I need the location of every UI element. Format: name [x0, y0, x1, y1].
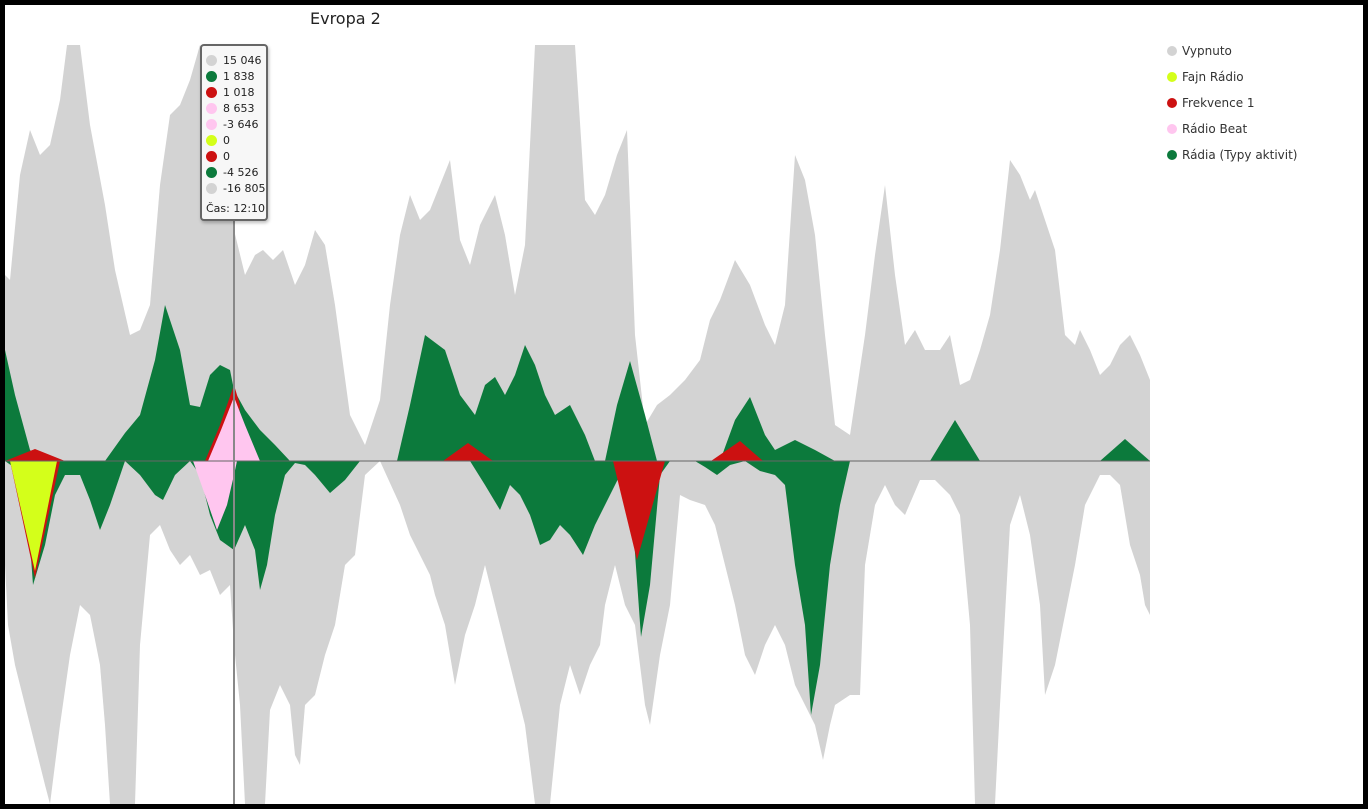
vypnuto-area-lower[interactable]: [5, 461, 1150, 804]
tooltip-value: 1 018: [223, 85, 255, 99]
radia-area-lower[interactable]: [5, 461, 360, 590]
tooltip-row: 1 838: [206, 68, 266, 84]
tooltip-dot: [206, 150, 217, 162]
tooltip-row: -3 646: [206, 116, 266, 132]
tooltip-value: -3 646: [223, 117, 259, 131]
tooltip-row: -16 805: [206, 180, 266, 196]
radia-area-upper[interactable]: [605, 361, 657, 461]
tooltip-value: -16 805: [223, 181, 266, 195]
tooltip-row: 8 653: [206, 100, 266, 116]
legend-item-frekvence-1[interactable]: Frekvence 1: [1167, 90, 1298, 116]
frekvence-1-area[interactable]: [443, 443, 493, 461]
legend-swatch: [1167, 72, 1177, 82]
legend-item-fajn-radio[interactable]: Fajn Rádio: [1167, 64, 1298, 90]
frekvence-1-area[interactable]: [613, 461, 665, 560]
tooltip-value: 15 046: [223, 53, 262, 67]
radia-area-lower[interactable]: [695, 461, 850, 715]
legend-swatch: [1167, 124, 1177, 134]
tooltip-value: -4 526: [223, 165, 259, 179]
legend-item-vypnuto[interactable]: Vypnuto: [1167, 38, 1298, 64]
legend-swatch: [1167, 46, 1177, 56]
tooltip-dot: [206, 118, 217, 130]
legend-label: Rádio Beat: [1182, 122, 1248, 136]
radia-area-upper[interactable]: [720, 397, 835, 461]
radia-area-upper[interactable]: [930, 420, 980, 461]
legend-item-radia-typy-aktivit[interactable]: Rádia (Typy aktivit): [1167, 142, 1298, 168]
chart-frame: Evropa 2 Vypnuto Fajn Rádio Frekvence 1 …: [5, 5, 1363, 804]
tooltip-value: 0: [223, 149, 230, 163]
radia-area-upper[interactable]: [5, 350, 40, 461]
chart-plot[interactable]: [5, 5, 1363, 804]
tooltip-dot: [206, 134, 217, 146]
frekvence-1-area[interactable]: [5, 449, 65, 461]
tooltip-dot: [206, 54, 217, 66]
legend: Vypnuto Fajn Rádio Frekvence 1 Rádio Bea…: [1167, 38, 1298, 168]
radia-area-upper[interactable]: [1100, 439, 1150, 461]
tooltip-dot: [206, 182, 217, 194]
tooltip-row: 1 018: [206, 84, 266, 100]
radia-area-lower[interactable]: [470, 461, 625, 555]
tooltip-dot: [206, 166, 217, 178]
chart-title: Evropa 2: [310, 9, 381, 28]
tooltip-row: -4 526: [206, 164, 266, 180]
frekvence-1-area[interactable]: [711, 441, 763, 461]
tooltip-row: 15 046: [206, 52, 266, 68]
legend-label: Frekvence 1: [1182, 96, 1255, 110]
legend-swatch: [1167, 150, 1177, 160]
legend-label: Rádia (Typy aktivit): [1182, 148, 1298, 162]
radio-beat-area[interactable]: [193, 461, 237, 530]
tooltip-time: Čas: 12:10: [206, 202, 266, 215]
tooltip-value: 1 838: [223, 69, 255, 83]
tooltip-row: 0: [206, 148, 266, 164]
legend-label: Fajn Rádio: [1182, 70, 1244, 84]
tooltip-value: 0: [223, 133, 230, 147]
legend-item-radio-beat[interactable]: Rádio Beat: [1167, 116, 1298, 142]
tooltip-value: 8 653: [223, 101, 255, 115]
fajn-radio-area[interactable]: [10, 461, 57, 571]
tooltip-dot: [206, 70, 217, 82]
tooltip-dot: [206, 86, 217, 98]
legend-label: Vypnuto: [1182, 44, 1232, 58]
chart-tooltip: 15 046 1 838 1 018 8 653 -3 646 0 0 -4 5…: [200, 44, 268, 221]
tooltip-dot: [206, 102, 217, 114]
vypnuto-area-upper[interactable]: [5, 45, 1150, 461]
tooltip-row: 0: [206, 132, 266, 148]
legend-swatch: [1167, 98, 1177, 108]
radia-area-upper[interactable]: [397, 335, 595, 461]
